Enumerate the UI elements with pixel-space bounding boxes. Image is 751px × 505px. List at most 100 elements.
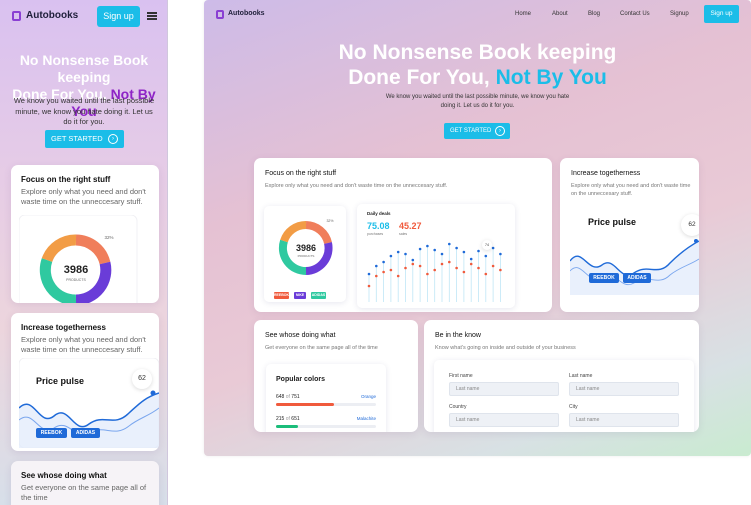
purchases-value: 75.08: [367, 221, 390, 231]
get-started-button[interactable]: GET STARTED ›: [444, 123, 510, 139]
deal-point-red: [389, 268, 393, 272]
deal-point-blue: [455, 246, 458, 250]
card-text: Explore only what you need and don't was…: [265, 183, 448, 189]
donut-percent: 32%: [104, 235, 113, 240]
deal-point-blue: [389, 254, 393, 258]
country-input[interactable]: Last name: [449, 413, 559, 427]
daily-deals-widget: Daily deals 75.08 purchases 45.27 sales …: [357, 204, 515, 308]
card-text: Explore only what you need and don't was…: [21, 187, 146, 206]
hero-line1: No Nonsense Book keeping: [338, 41, 617, 64]
label-last-name: Last name: [569, 373, 593, 379]
chart-title: Price pulse: [36, 376, 84, 386]
deal-point-red: [404, 266, 407, 270]
color-name: Malachite: [356, 416, 376, 421]
sales-value: 45.27: [399, 221, 422, 231]
hero-line1: No Nonsense Book keeping: [19, 52, 149, 85]
tag-adidas[interactable]: ADIDAS: [71, 428, 100, 438]
deal-point-blue: [418, 247, 422, 251]
tag-reebok[interactable]: REEBOK: [589, 273, 619, 283]
card-text: Get everyone on the same page all of the…: [265, 345, 378, 351]
tag-reebok[interactable]: REEBOK: [36, 428, 67, 438]
get-started-button[interactable]: GET STARTED ›: [45, 130, 124, 148]
donut-label: PRODUCTS: [298, 254, 315, 258]
deal-point-blue: [440, 252, 444, 256]
nav-contact[interactable]: Contact Us: [620, 11, 650, 17]
color-row: 215 of 651 Malachite: [276, 416, 376, 432]
deal-point-blue: [396, 250, 400, 254]
deal-point-red: [462, 270, 466, 274]
brand-name[interactable]: Autobooks: [26, 10, 79, 21]
deal-point-red: [477, 266, 480, 270]
card-text: Explore only what you need and don't was…: [571, 183, 691, 197]
deals-dot-chart: [367, 242, 502, 302]
total: 651: [291, 416, 300, 422]
deal-point-blue: [484, 254, 488, 258]
signup-button[interactable]: Sign up: [97, 6, 140, 27]
hero-subtitle: We know you waited until the last possib…: [13, 96, 155, 126]
first-name-input[interactable]: Last name: [449, 382, 559, 396]
deal-point-red: [484, 272, 488, 276]
signup-button[interactable]: Sign up: [704, 5, 739, 23]
deal-point-blue: [448, 242, 451, 246]
city-input[interactable]: Last name: [569, 413, 679, 427]
popular-colors-widget: Popular colors 648 of 751 Orange 215 of 65…: [266, 364, 386, 432]
of: of: [285, 394, 290, 400]
hero-subtitle: We know you waited until the last possib…: [385, 94, 570, 109]
legend-nike: NIKE: [294, 292, 306, 299]
logo-icon[interactable]: [12, 11, 21, 21]
tag-adidas[interactable]: ADIDAS: [623, 273, 651, 283]
legend-adidas: ADIDAS: [311, 292, 326, 299]
of: of: [285, 416, 290, 422]
nav-home[interactable]: Home: [515, 11, 532, 17]
arrow-right-icon: ›: [495, 126, 505, 136]
desktop-preview: Autobooks Home About Blog Contact Us Sig…: [204, 0, 751, 456]
deal-point-blue: [469, 257, 473, 261]
color-count: 648 of 751: [276, 394, 300, 400]
nav-blog[interactable]: Blog: [588, 11, 601, 17]
arrow-right-icon: ›: [108, 134, 118, 144]
deal-point-red: [499, 268, 502, 272]
label-first-name: First name: [449, 373, 473, 379]
price-badge: 62: [132, 369, 152, 389]
nav-signup[interactable]: Signup: [670, 11, 689, 17]
card-title: Be in the know: [435, 332, 481, 339]
deal-point-blue: [499, 252, 502, 256]
card-text: Get everyone on the same page all of the…: [21, 483, 147, 502]
hero-title: No Nonsense Book keeping Done For You, N…: [310, 40, 645, 90]
color-count: 215 of 651: [276, 416, 300, 422]
deal-point-red: [367, 284, 371, 288]
label-city: City: [569, 404, 578, 410]
togetherness-card: Increase togetherness Explore only what …: [560, 158, 699, 312]
deal-point-red: [411, 262, 415, 266]
mobile-preview: Autobooks Sign up No Nonsense Book keepi…: [0, 0, 168, 505]
togetherness-card: Increase togetherness Explore only what …: [11, 313, 159, 451]
hero-title: No Nonsense Book keeping Done For You, N…: [6, 52, 162, 120]
whose-card: See whose doing what Get everyone on the…: [11, 461, 159, 505]
deal-point-blue: [477, 249, 480, 253]
deal-point-red: [418, 264, 422, 268]
legend-reebok: REEBOK: [274, 292, 289, 299]
last-name-input[interactable]: Last name: [569, 382, 679, 396]
count: 215: [276, 416, 285, 422]
deal-point-blue: [382, 260, 385, 264]
hamburger-menu-icon[interactable]: [147, 12, 157, 20]
deal-point-blue: [426, 244, 429, 248]
nav-about[interactable]: About: [552, 11, 568, 17]
progress-fill: [276, 403, 335, 406]
total: 751: [291, 394, 300, 400]
signup-form: First name Last name Last name Last name…: [434, 360, 694, 432]
deal-point-red: [448, 260, 451, 264]
deal-point-blue: [404, 252, 407, 256]
deal-point-red: [382, 270, 385, 274]
deal-point-blue: [367, 272, 371, 276]
deal-point-red: [491, 264, 495, 268]
hero-line2: Done For You,: [12, 86, 111, 102]
card-text: Explore only what you need and don't was…: [21, 335, 146, 354]
deal-point-red: [440, 262, 444, 266]
brand-name[interactable]: Autobooks: [228, 10, 265, 17]
color-row: 648 of 751 Orange: [276, 394, 376, 412]
logo-icon[interactable]: [216, 10, 224, 19]
deal-point-blue: [462, 250, 466, 254]
donut-value: 3986: [296, 243, 316, 253]
deal-point-red: [469, 262, 473, 266]
